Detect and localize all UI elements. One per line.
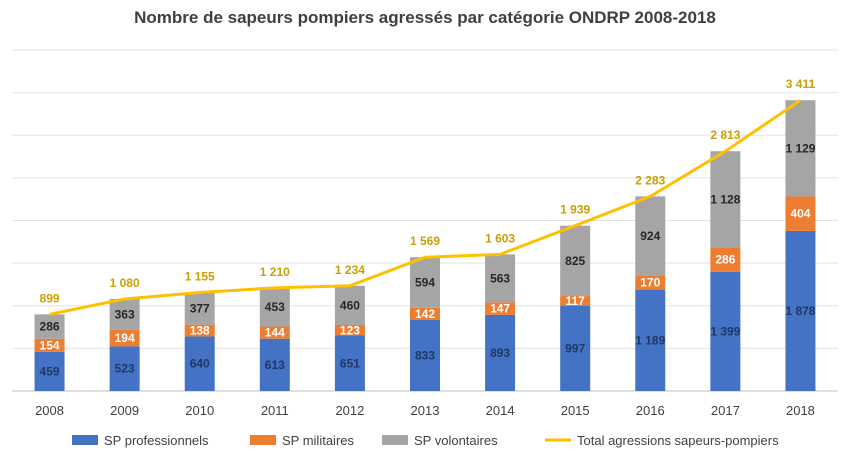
line-data-label: 1 939 bbox=[560, 203, 590, 217]
bar-segment bbox=[785, 100, 816, 197]
bar-data-label: 997 bbox=[565, 342, 585, 356]
legend-swatch bbox=[382, 435, 408, 445]
line-data-label: 899 bbox=[40, 291, 60, 305]
bar-data-label: 651 bbox=[340, 356, 360, 370]
chart-title: Nombre de sapeurs pompiers agressés par … bbox=[134, 8, 716, 27]
bar-segment bbox=[259, 338, 290, 391]
bar-data-label: 1 129 bbox=[785, 141, 815, 155]
bar-segment bbox=[334, 335, 365, 391]
bar-segment bbox=[259, 287, 290, 327]
legend-label: Total agressions sapeurs-pompiers bbox=[577, 433, 779, 448]
line-data-label: 1 569 bbox=[410, 234, 440, 248]
bar-segment bbox=[635, 196, 666, 276]
x-tick-label: 2018 bbox=[786, 403, 815, 418]
bar-data-label: 154 bbox=[40, 338, 60, 352]
x-tick-label: 2015 bbox=[561, 403, 590, 418]
bar-data-label: 404 bbox=[790, 207, 810, 221]
legend-swatch bbox=[250, 435, 276, 445]
line-data-label: 3 411 bbox=[786, 77, 816, 91]
bar-segment bbox=[785, 196, 816, 231]
bar-data-label: 147 bbox=[490, 302, 510, 316]
bar-data-label: 594 bbox=[415, 276, 435, 290]
line-data-label: 2 283 bbox=[635, 173, 665, 187]
bar-segment bbox=[785, 230, 816, 391]
bar-data-label: 144 bbox=[265, 326, 285, 340]
bar-segment bbox=[34, 351, 65, 391]
bar-segment bbox=[184, 324, 215, 337]
x-tick-label: 2010 bbox=[185, 403, 214, 418]
bar-segment bbox=[635, 289, 666, 391]
bar-data-label: 170 bbox=[640, 275, 660, 289]
bar-segment bbox=[485, 314, 516, 391]
bar-segment bbox=[635, 275, 666, 290]
legend-label: SP professionnels bbox=[104, 433, 209, 448]
bar-segment bbox=[184, 292, 215, 325]
bar-data-label: 286 bbox=[715, 253, 735, 267]
line-data-label: 1 603 bbox=[485, 231, 515, 245]
legend-label: SP militaires bbox=[282, 433, 355, 448]
bar-data-label: 1 399 bbox=[710, 324, 740, 338]
bar-data-label: 1 878 bbox=[785, 304, 815, 318]
x-tick-label: 2013 bbox=[411, 403, 440, 418]
bar-data-label: 924 bbox=[640, 229, 660, 243]
bar-data-label: 563 bbox=[490, 271, 510, 285]
bar-data-label: 142 bbox=[415, 307, 435, 321]
bar-data-label: 613 bbox=[265, 358, 285, 372]
bar-segment bbox=[710, 271, 741, 391]
bar-data-label: 459 bbox=[40, 364, 60, 378]
bar-segment bbox=[560, 225, 591, 297]
bar-segment bbox=[485, 302, 516, 315]
bar-data-label: 893 bbox=[490, 346, 510, 360]
bar-data-label: 194 bbox=[115, 331, 135, 345]
bar-data-label: 123 bbox=[340, 323, 360, 337]
bar-data-label: 363 bbox=[115, 307, 135, 321]
bar-data-label: 523 bbox=[115, 362, 135, 376]
bar-data-label: 833 bbox=[415, 348, 435, 362]
line-data-label: 1 234 bbox=[335, 263, 365, 277]
line-data-label: 1 155 bbox=[185, 270, 215, 284]
bar-data-label: 286 bbox=[40, 320, 60, 334]
x-tick-label: 2008 bbox=[35, 403, 64, 418]
bar-data-label: 1 189 bbox=[635, 333, 665, 347]
bar-data-label: 1 128 bbox=[710, 192, 740, 206]
x-tick-label: 2017 bbox=[711, 403, 740, 418]
x-tick-label: 2011 bbox=[261, 403, 289, 418]
bar-segment bbox=[109, 298, 140, 330]
line-data-label: 2 813 bbox=[710, 128, 740, 142]
line-data-label: 1 210 bbox=[260, 265, 290, 279]
legend-label: SP volontaires bbox=[414, 433, 498, 448]
bar-segment bbox=[259, 326, 290, 339]
bar-segment bbox=[334, 325, 365, 336]
bar-segment bbox=[34, 338, 65, 352]
bar-segment bbox=[334, 285, 365, 326]
total-line bbox=[49, 98, 802, 316]
bar-data-label: 825 bbox=[565, 254, 585, 268]
bar-data-label: 640 bbox=[190, 357, 210, 371]
bar-segment bbox=[560, 306, 591, 391]
bar-segment bbox=[710, 151, 741, 248]
line-data-label: 1 080 bbox=[110, 276, 140, 290]
bar-segment bbox=[184, 336, 215, 391]
bar-segment bbox=[485, 254, 516, 303]
x-tick-label: 2009 bbox=[110, 403, 139, 418]
bar-segment bbox=[410, 319, 440, 391]
x-tick-label: 2016 bbox=[636, 403, 665, 418]
legend-swatch bbox=[72, 435, 98, 445]
bar-segment bbox=[34, 314, 65, 339]
x-tick-label: 2012 bbox=[335, 403, 364, 418]
bar-data-label: 138 bbox=[190, 324, 210, 338]
bar-segment bbox=[410, 307, 440, 320]
bar-segment bbox=[109, 346, 140, 391]
bar-segment bbox=[109, 329, 140, 347]
bar-segment bbox=[410, 257, 440, 308]
bar-data-label: 377 bbox=[190, 302, 210, 316]
x-tick-label: 2014 bbox=[486, 403, 515, 418]
bar-data-label: 117 bbox=[566, 294, 586, 308]
bar-data-label: 460 bbox=[340, 298, 360, 312]
bar-segment bbox=[710, 247, 741, 272]
bar-data-label: 453 bbox=[265, 300, 285, 314]
bar-segment bbox=[560, 296, 591, 307]
